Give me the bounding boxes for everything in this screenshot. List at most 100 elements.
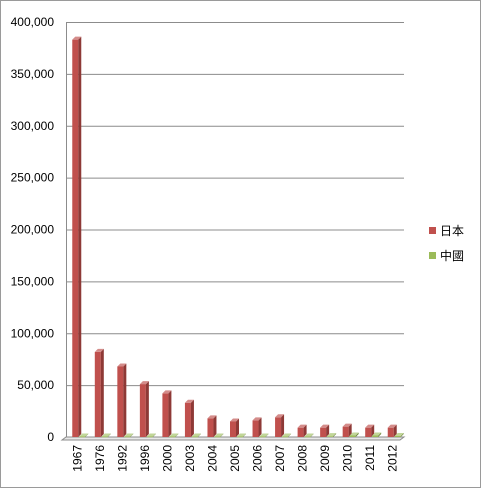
y-tick-label: 50,000 <box>17 378 54 392</box>
bar-side <box>400 432 404 437</box>
bar-top <box>320 424 330 428</box>
x-tick-label: 2000 <box>160 445 174 472</box>
bar-front <box>207 418 214 437</box>
bar-top <box>275 414 285 418</box>
bar-japan-2000 <box>162 390 172 437</box>
x-tick-label: 2008 <box>296 445 310 472</box>
bar-japan-2003 <box>184 399 194 437</box>
x-axis-tick-labels: 1967 1976 1992 1996 2000 2003 2004 2005 2006 2007… <box>70 445 399 472</box>
x-tick-label: 2009 <box>318 445 332 472</box>
bar-side <box>100 348 104 437</box>
bar-front <box>327 436 334 437</box>
bar-front <box>282 436 289 438</box>
bar-front <box>146 436 153 438</box>
bar-top <box>394 432 404 436</box>
bar-front <box>259 436 266 438</box>
bar-side <box>152 433 156 437</box>
bar-side <box>123 363 127 437</box>
x-tick-label: 2003 <box>183 445 197 472</box>
bar-side <box>175 433 179 437</box>
x-tick-label: 1976 <box>93 445 107 472</box>
bar-china-2006 <box>259 433 269 438</box>
bar-side <box>303 424 307 437</box>
bar-front <box>394 435 401 437</box>
bar-china-2004 <box>214 433 224 438</box>
bar-top <box>252 417 262 421</box>
bar-side <box>145 381 149 437</box>
legend-label-japan: 日本 <box>440 224 464 238</box>
bar-top <box>184 399 194 403</box>
bar-side <box>326 424 330 437</box>
bar-top <box>327 433 337 437</box>
bar-japan-2008 <box>297 424 307 437</box>
y-tick-label: 200,000 <box>11 223 55 237</box>
bar-side <box>130 433 134 437</box>
bar-top <box>207 415 217 419</box>
gridlines <box>66 22 404 387</box>
bar-side <box>281 414 285 437</box>
bar-front <box>191 436 198 438</box>
bar-front <box>365 427 372 437</box>
bar-top <box>72 36 82 40</box>
bar-side <box>393 424 397 437</box>
bar-china-2000 <box>169 433 179 438</box>
bar-top <box>304 433 314 437</box>
bar-top <box>101 433 111 437</box>
bar-side <box>197 433 201 437</box>
bar-china-2010 <box>349 432 359 437</box>
bar-side <box>258 417 262 437</box>
bar-front <box>297 427 304 437</box>
y-tick-label: 400,000 <box>11 15 55 29</box>
bar-top <box>191 433 201 437</box>
bar-japan-2011 <box>365 424 375 437</box>
bar-side <box>310 433 314 437</box>
bar-side <box>85 433 89 437</box>
bar-side <box>288 433 292 437</box>
bar-china-2009 <box>327 433 337 437</box>
bar-side <box>190 399 194 437</box>
bar-front <box>230 421 236 437</box>
y-tick-label: 350,000 <box>11 67 55 81</box>
bar-china-1967 <box>79 433 89 438</box>
bar-side <box>236 418 239 437</box>
bar-front <box>72 39 79 437</box>
bar-front <box>214 436 221 438</box>
y-axis-tick-labels: 0 50,000 100,000 150,000 200,000 250,000 300,0… <box>11 15 55 444</box>
y-tick-label: 0 <box>47 430 54 444</box>
bar-front <box>162 393 169 437</box>
bar-front <box>101 436 108 438</box>
y-tick-label: 300,000 <box>11 119 55 133</box>
bar-side <box>243 433 246 437</box>
bar-japan-1976 <box>94 348 104 437</box>
bar-china-2012 <box>394 432 404 437</box>
bar-front <box>342 426 349 437</box>
bar-japan-1996 <box>139 381 149 437</box>
bar-front <box>139 384 146 437</box>
bar-front <box>184 402 191 437</box>
bar-front <box>237 436 243 438</box>
bar-china-2003 <box>191 433 201 438</box>
bar-japan-2012 <box>387 424 397 437</box>
bar-china-2011 <box>372 432 382 437</box>
bar-china-2007 <box>282 433 292 438</box>
bar-side <box>265 433 269 437</box>
bar-japan-1967 <box>72 36 82 437</box>
bar-front <box>79 436 86 438</box>
x-tick-label: 1992 <box>115 445 129 472</box>
bar-front <box>124 436 131 438</box>
bars <box>72 36 404 438</box>
bar-side <box>168 390 172 437</box>
bar-china-1976 <box>101 433 111 438</box>
bar-side <box>348 423 352 437</box>
bar-china-2005 <box>237 433 246 438</box>
x-tick-label: 1967 <box>70 445 84 472</box>
bar-side <box>371 424 375 437</box>
legend-swatch-china <box>429 252 436 259</box>
bar-top <box>365 424 375 428</box>
legend: 日本 中國 <box>429 224 464 263</box>
bar-front <box>372 435 379 437</box>
bar-top <box>169 433 179 437</box>
bar-front <box>252 420 259 437</box>
x-tick-label: 2004 <box>205 445 219 472</box>
